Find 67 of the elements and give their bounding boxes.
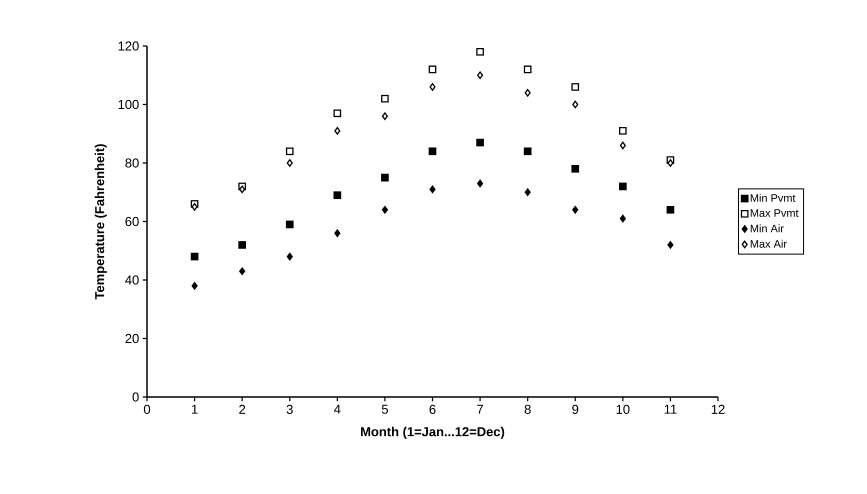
point bbox=[334, 126, 340, 135]
point bbox=[429, 83, 436, 91]
y-tick-label: 40 bbox=[125, 275, 139, 285]
point bbox=[428, 147, 436, 156]
point bbox=[477, 180, 484, 188]
x-tick-label: 5 bbox=[382, 404, 388, 414]
y-tick-label: 80 bbox=[125, 158, 139, 168]
point bbox=[334, 109, 342, 118]
x-tick-label: 3 bbox=[286, 404, 293, 414]
point bbox=[571, 83, 580, 91]
point bbox=[667, 241, 674, 249]
point bbox=[334, 229, 340, 238]
point bbox=[572, 100, 578, 108]
x-tick-label: 9 bbox=[572, 404, 578, 414]
point bbox=[524, 188, 531, 196]
legend-label: Max Pvmt bbox=[750, 209, 798, 217]
point bbox=[666, 206, 674, 214]
point bbox=[428, 66, 436, 74]
point bbox=[476, 48, 484, 56]
point bbox=[382, 206, 388, 214]
legend-label: Max Air bbox=[750, 240, 787, 248]
point bbox=[524, 147, 532, 156]
point bbox=[667, 159, 674, 167]
x-axis-title: Month (1=Jan...12=Dec) bbox=[361, 426, 504, 439]
x-tick-label: 0 bbox=[144, 404, 150, 414]
x-tick-label: 2 bbox=[239, 404, 246, 414]
point bbox=[429, 185, 436, 194]
point bbox=[477, 71, 484, 80]
point bbox=[192, 203, 198, 211]
point bbox=[572, 206, 578, 214]
point bbox=[286, 147, 294, 156]
legend-label: Min Pvmt bbox=[750, 194, 796, 202]
x-tick-label: 10 bbox=[616, 404, 630, 414]
point bbox=[238, 241, 246, 249]
point bbox=[381, 174, 389, 182]
y-axis-title: Temperature (Fahrenheit) bbox=[94, 144, 107, 300]
x-tick-label: 8 bbox=[524, 404, 531, 414]
point bbox=[286, 220, 294, 228]
point bbox=[190, 252, 198, 260]
point bbox=[620, 142, 626, 150]
point bbox=[524, 66, 532, 74]
point bbox=[239, 267, 246, 276]
x-tick-label: 6 bbox=[430, 404, 436, 414]
y-tick-label: 0 bbox=[132, 392, 139, 402]
y-tick-label: 100 bbox=[118, 100, 139, 110]
point bbox=[286, 252, 293, 260]
y-tick-label: 60 bbox=[125, 216, 139, 226]
point bbox=[619, 182, 627, 190]
point bbox=[381, 94, 389, 102]
x-tick-label: 4 bbox=[334, 404, 341, 414]
point bbox=[382, 112, 388, 120]
legend-label: Min Air bbox=[750, 224, 784, 232]
point bbox=[286, 159, 293, 167]
point bbox=[192, 282, 198, 290]
point bbox=[239, 185, 246, 194]
x-tick-label: 7 bbox=[477, 404, 484, 414]
point bbox=[476, 138, 484, 146]
x-tick-label: 12 bbox=[712, 404, 725, 414]
point bbox=[571, 165, 580, 173]
x-tick-label: 1 bbox=[192, 404, 198, 414]
point bbox=[620, 214, 626, 222]
y-tick-label: 20 bbox=[125, 334, 139, 344]
point bbox=[619, 126, 627, 135]
y-tick-label: 120 bbox=[118, 41, 139, 51]
point bbox=[524, 88, 531, 97]
x-tick-label: 11 bbox=[664, 404, 677, 414]
point bbox=[334, 191, 342, 200]
